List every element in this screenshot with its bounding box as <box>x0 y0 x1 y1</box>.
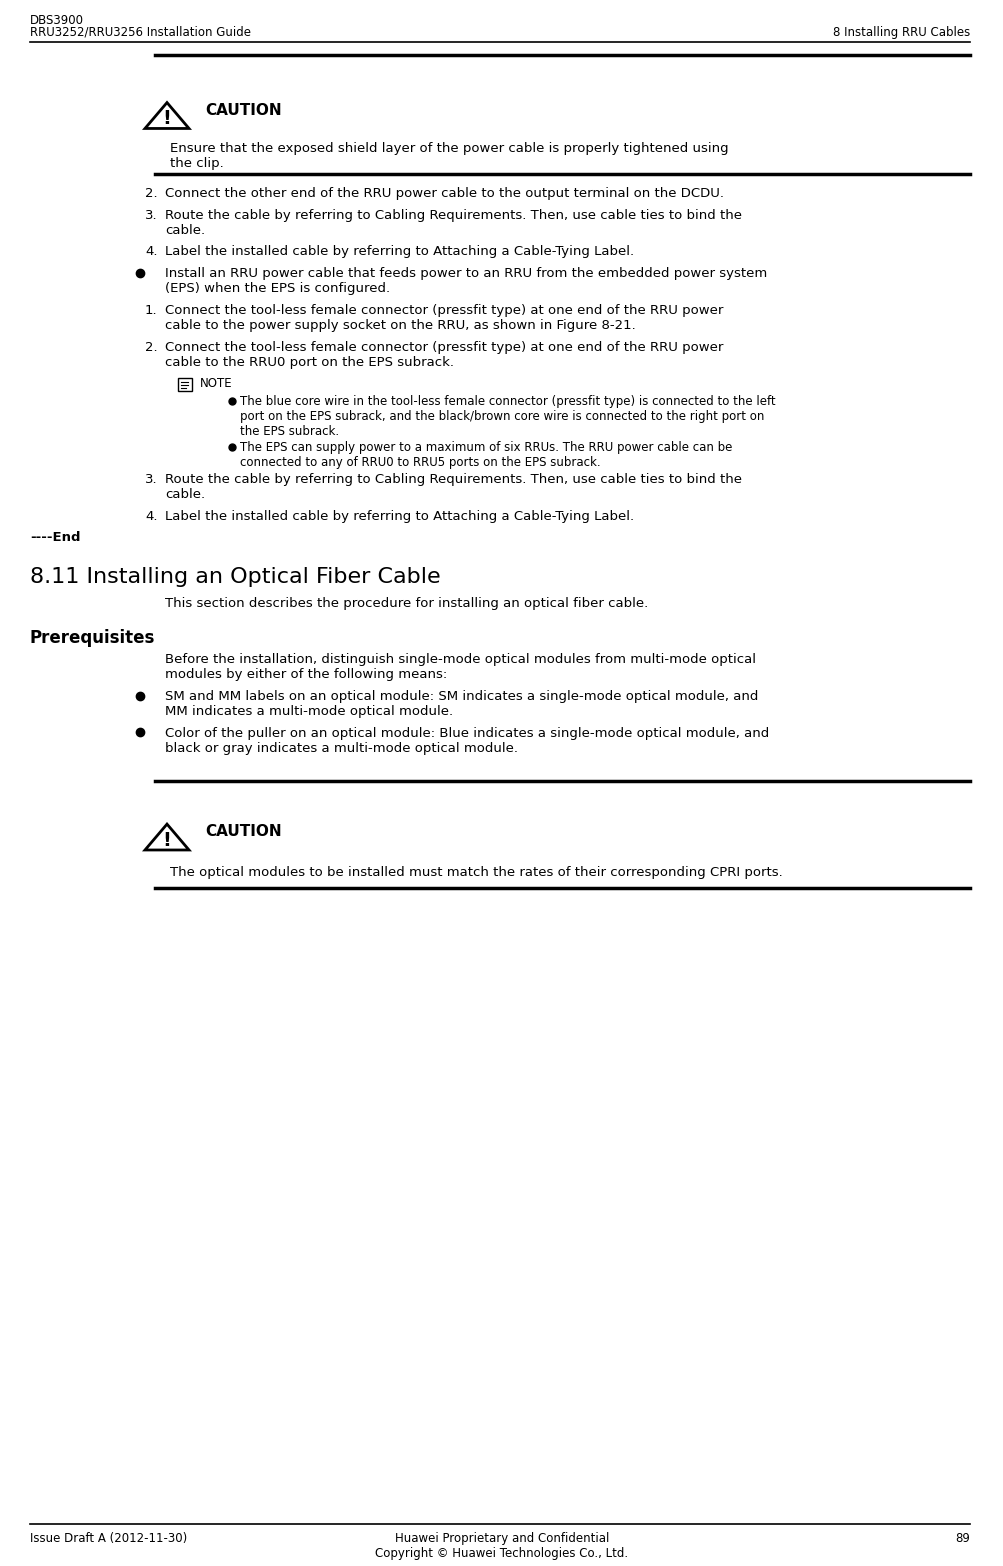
Text: 89: 89 <box>954 1532 969 1544</box>
Text: Connect the other end of the RRU power cable to the output terminal on the DCDU.: Connect the other end of the RRU power c… <box>164 188 723 200</box>
Text: Route the cable by referring to Cabling Requirements. Then, use cable ties to bi: Route the cable by referring to Cabling … <box>164 208 741 236</box>
Text: 2.: 2. <box>144 340 157 354</box>
Text: Label the installed cable by referring to Attaching a Cable-Tying Label.: Label the installed cable by referring t… <box>164 246 634 258</box>
Text: Issue Draft A (2012-11-30): Issue Draft A (2012-11-30) <box>30 1532 188 1544</box>
Text: Color of the puller on an optical module: Blue indicates a single-mode optical m: Color of the puller on an optical module… <box>164 727 768 755</box>
Text: 3.: 3. <box>144 473 157 485</box>
Text: Route the cable by referring to Cabling Requirements. Then, use cable ties to bi: Route the cable by referring to Cabling … <box>164 473 741 501</box>
Text: Connect the tool-less female connector (pressfit type) at one end of the RRU pow: Connect the tool-less female connector (… <box>164 340 722 368</box>
Text: Connect the tool-less female connector (pressfit type) at one end of the RRU pow: Connect the tool-less female connector (… <box>164 304 722 332</box>
Text: 8 Installing RRU Cables: 8 Installing RRU Cables <box>831 27 969 39</box>
Text: 2.: 2. <box>144 188 157 200</box>
Text: The optical modules to be installed must match the rates of their corresponding : The optical modules to be installed must… <box>170 866 782 879</box>
Text: 1.: 1. <box>144 304 157 316</box>
Text: Label the installed cable by referring to Attaching a Cable-Tying Label.: Label the installed cable by referring t… <box>164 511 634 523</box>
Bar <box>178 379 192 392</box>
Text: SM and MM labels on an optical module: SM indicates a single-mode optical module: SM and MM labels on an optical module: S… <box>164 689 757 717</box>
Text: Ensure that the exposed shield layer of the power cable is properly tightened us: Ensure that the exposed shield layer of … <box>170 143 728 171</box>
Text: !: ! <box>162 110 172 128</box>
Text: CAUTION: CAUTION <box>205 824 282 839</box>
Text: !: ! <box>162 830 172 849</box>
Text: NOTE: NOTE <box>200 377 233 390</box>
Text: This section describes the procedure for installing an optical fiber cable.: This section describes the procedure for… <box>164 597 648 611</box>
Text: 4.: 4. <box>144 246 157 258</box>
Text: Before the installation, distinguish single-mode optical modules from multi-mode: Before the installation, distinguish sin… <box>164 653 755 681</box>
Text: ----End: ----End <box>30 531 80 545</box>
Text: Huawei Proprietary and Confidential
Copyright © Huawei Technologies Co., Ltd.: Huawei Proprietary and Confidential Copy… <box>375 1532 628 1560</box>
Text: 3.: 3. <box>144 208 157 222</box>
Text: Install an RRU power cable that feeds power to an RRU from the embedded power sy: Install an RRU power cable that feeds po… <box>164 266 766 294</box>
Text: CAUTION: CAUTION <box>205 103 282 117</box>
Text: The EPS can supply power to a maximum of six RRUs. The RRU power cable can be
co: The EPS can supply power to a maximum of… <box>240 442 731 470</box>
Text: 8.11 Installing an Optical Fiber Cable: 8.11 Installing an Optical Fiber Cable <box>30 567 440 587</box>
Text: 4.: 4. <box>144 511 157 523</box>
Text: RRU3252/RRU3256 Installation Guide: RRU3252/RRU3256 Installation Guide <box>30 27 251 39</box>
Text: DBS3900: DBS3900 <box>30 14 84 27</box>
Text: The blue core wire in the tool-less female connector (pressfit type) is connecte: The blue core wire in the tool-less fema… <box>240 395 775 438</box>
Text: Prerequisites: Prerequisites <box>30 630 155 647</box>
